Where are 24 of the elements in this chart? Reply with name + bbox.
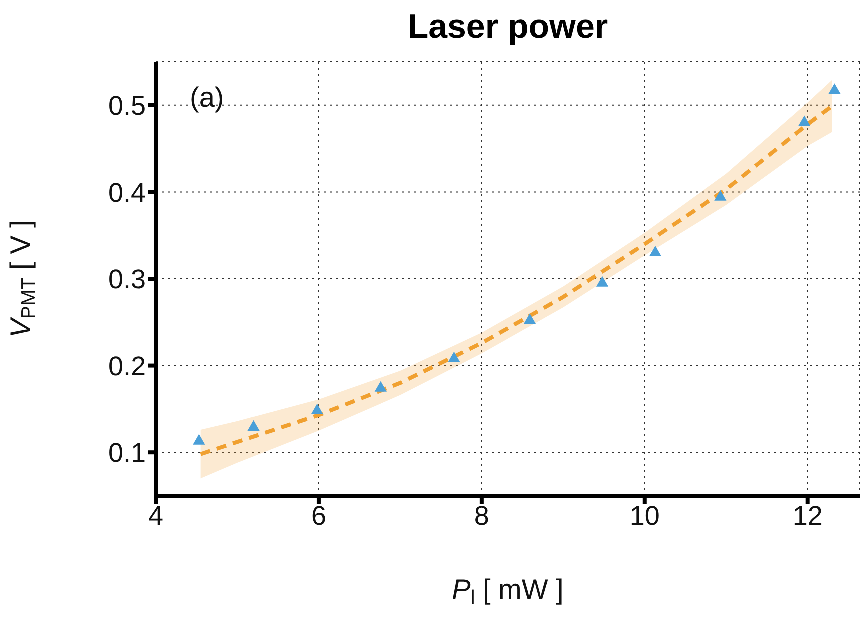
point bbox=[448, 352, 460, 362]
chart-title: Laser power bbox=[406, 8, 610, 47]
point bbox=[798, 116, 811, 126]
point bbox=[714, 190, 727, 201]
point bbox=[248, 420, 260, 431]
y-tick-label: 0.1 bbox=[108, 438, 146, 468]
point bbox=[524, 314, 536, 324]
x-tick-label: 4 bbox=[148, 501, 164, 532]
x-tick-label: 6 bbox=[311, 501, 326, 532]
y-tick-label: 0.4 bbox=[108, 178, 146, 208]
point bbox=[649, 246, 662, 256]
y-tick-label: 0.2 bbox=[108, 351, 146, 382]
y-tick-label: 0.5 bbox=[108, 90, 146, 121]
point bbox=[596, 276, 609, 287]
point bbox=[374, 381, 387, 392]
point bbox=[828, 84, 841, 94]
x-axis-title: P$_{l}$ [ mW ] bbox=[452, 574, 564, 609]
point bbox=[311, 404, 324, 414]
y-tick-label: 0.3 bbox=[108, 264, 146, 295]
annotation: (a) bbox=[190, 82, 224, 114]
x-tick-label: 8 bbox=[474, 501, 490, 532]
x-tick-label: 10 bbox=[630, 501, 660, 532]
point bbox=[193, 434, 206, 445]
x-tick-label: 12 bbox=[792, 501, 823, 532]
